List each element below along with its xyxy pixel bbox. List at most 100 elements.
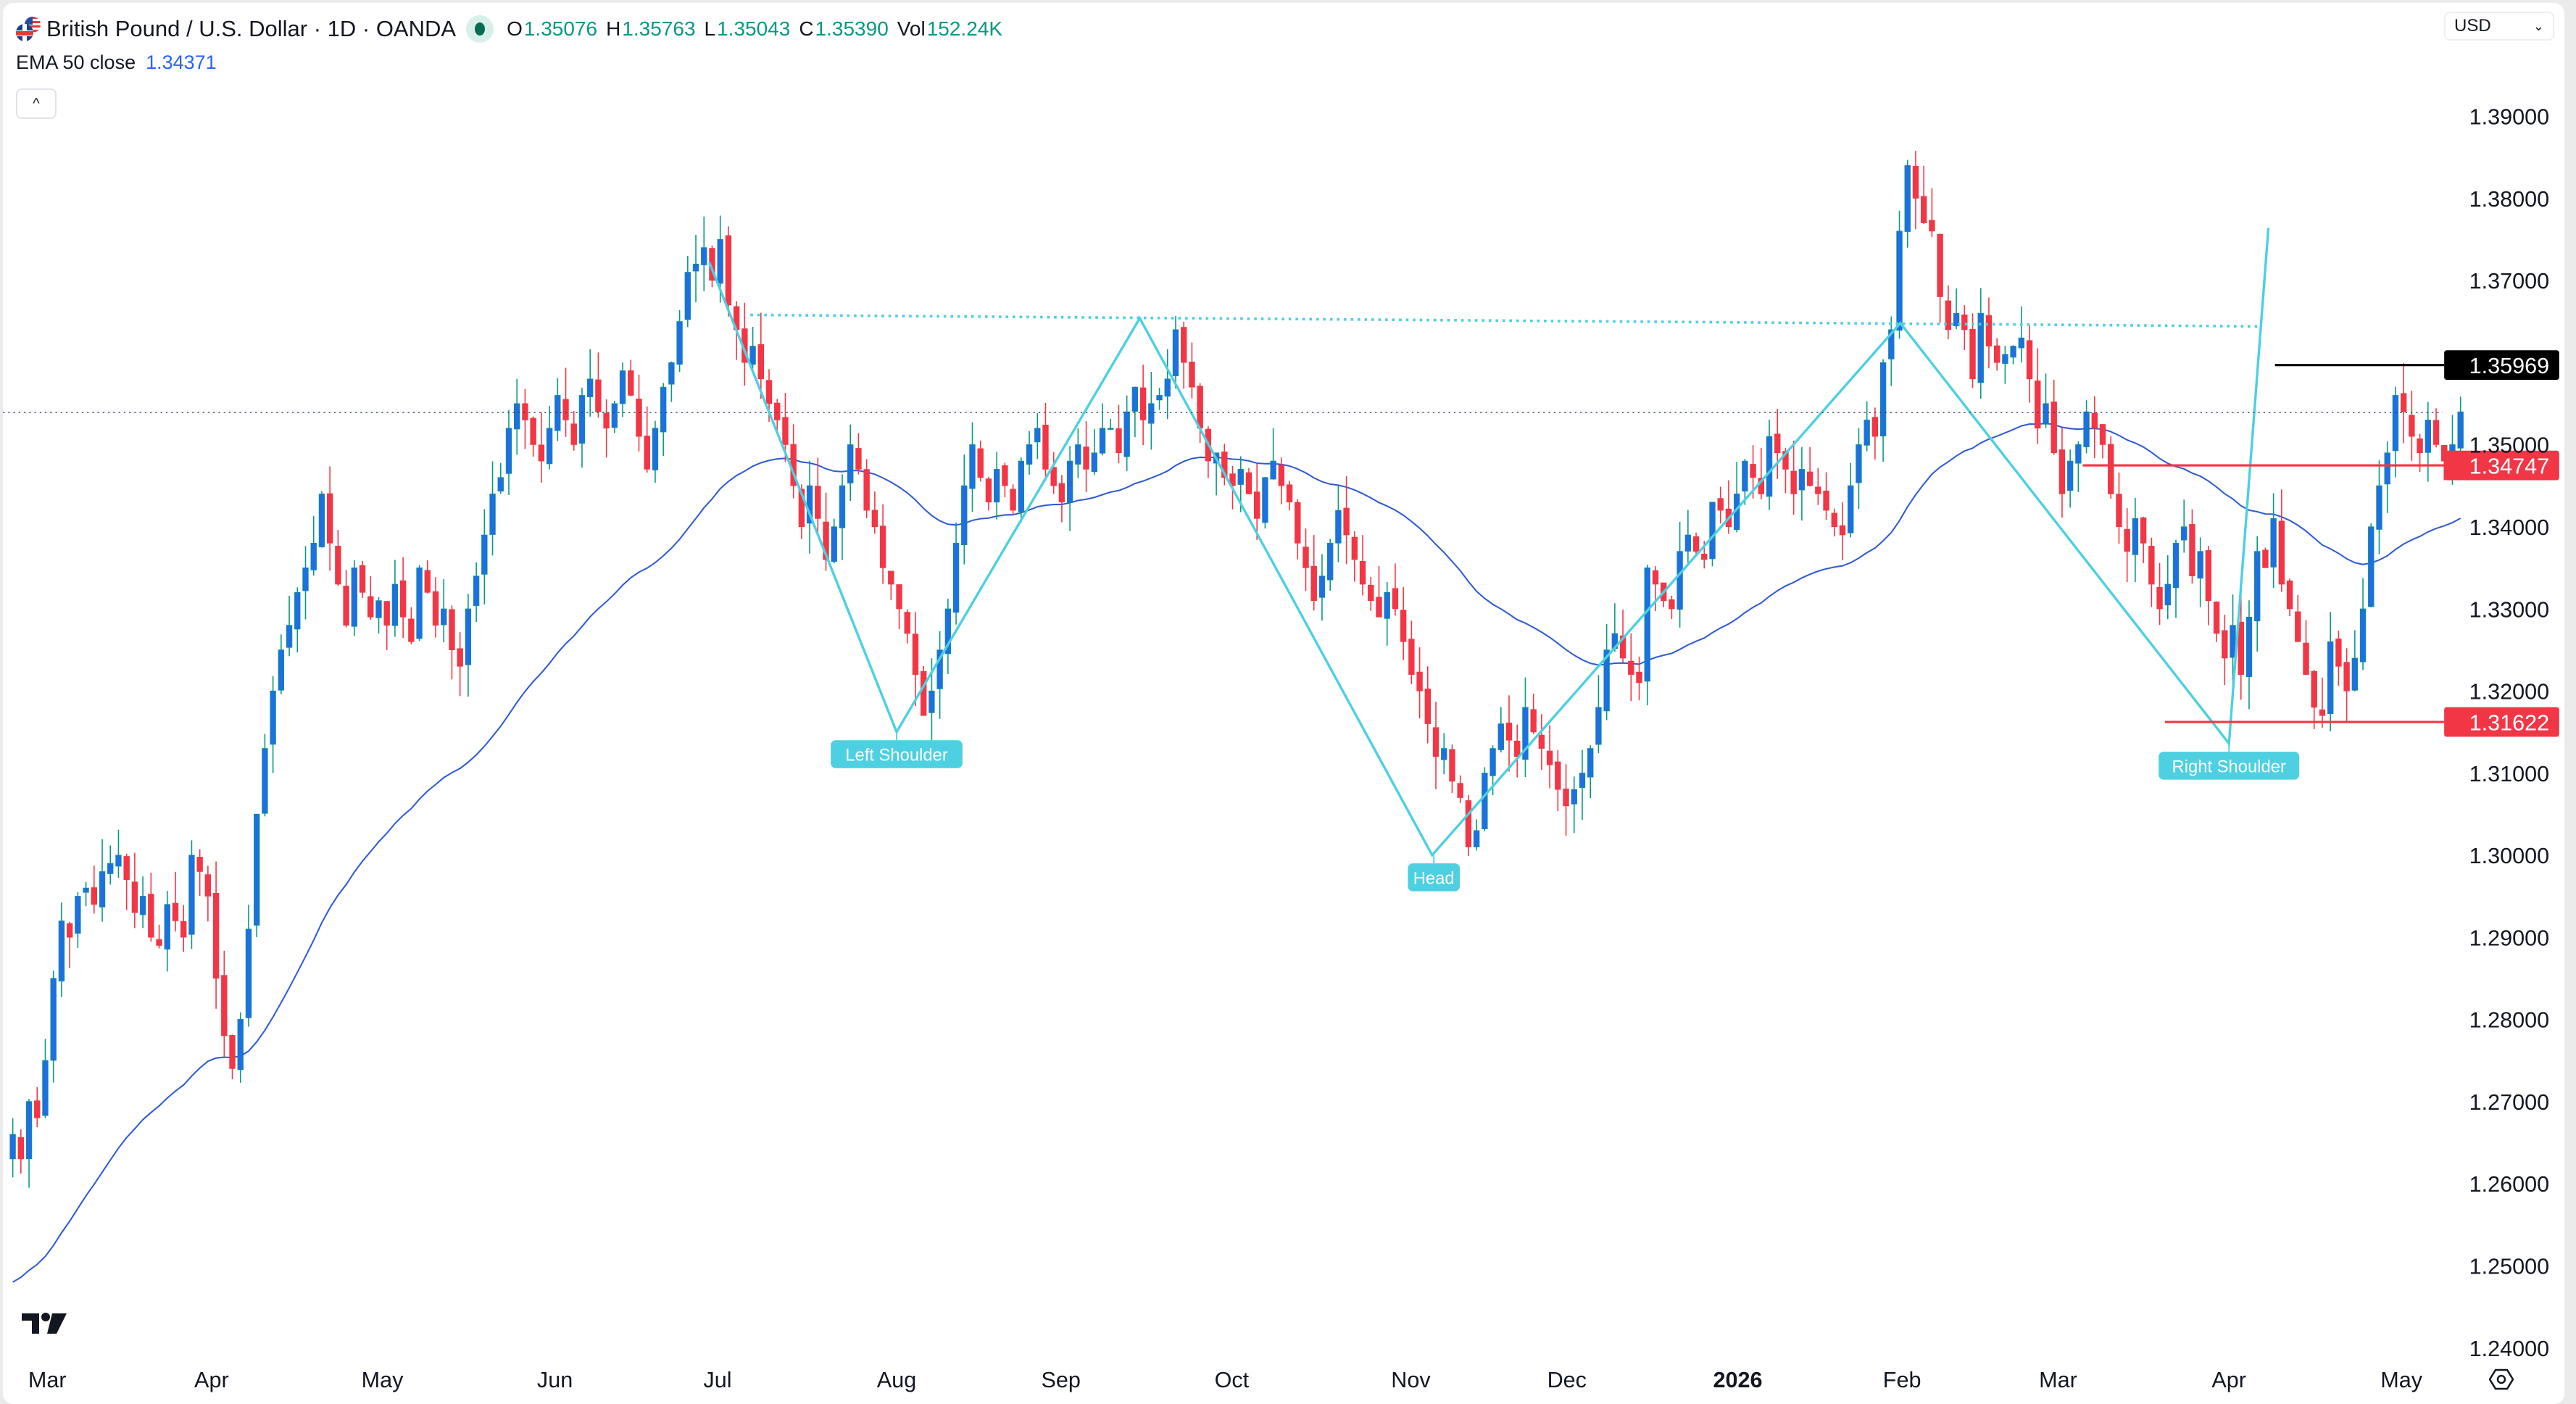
candle — [83, 881, 89, 907]
candle — [1368, 576, 1374, 611]
auto-scale-settings-icon[interactable] — [2488, 1367, 2514, 1395]
candle — [343, 570, 349, 628]
ema-line — [12, 423, 2461, 1283]
time-tick: Jun — [537, 1368, 573, 1392]
candle — [879, 504, 886, 584]
candle — [359, 560, 366, 598]
price-level-1.31622[interactable]: 1.31622 — [2164, 707, 2559, 737]
pattern-label[interactable]: Left Shoulder — [831, 731, 963, 768]
candle — [156, 924, 162, 949]
candle — [1099, 403, 1106, 456]
candle — [1392, 563, 1399, 616]
candle — [1205, 426, 1212, 478]
candle — [993, 452, 1000, 520]
candle — [660, 383, 667, 457]
candle — [1848, 462, 1854, 538]
price-axis[interactable]: 1.39000 1.38000 1.37000 1.35000 1.34000 1.330… — [2469, 105, 2550, 1361]
neckline[interactable] — [750, 313, 2262, 328]
pattern-label[interactable]: Right Shoulder — [2159, 743, 2300, 780]
candle — [1221, 444, 1228, 486]
candle — [2172, 539, 2180, 618]
price-tick: 1.24000 — [2469, 1337, 2550, 1361]
candle — [1164, 349, 1171, 420]
chevron-up-icon: ^ — [33, 95, 40, 112]
candle — [489, 461, 496, 556]
price-level-1.34747[interactable]: 1.34747 — [2082, 450, 2559, 481]
candle — [391, 560, 399, 637]
candle — [50, 971, 57, 1083]
candle — [2384, 441, 2390, 513]
candle — [229, 1034, 236, 1079]
chart-legend: British Pound / U.S. Dollar · 1D · OANDA… — [16, 13, 1011, 119]
candle — [2457, 396, 2464, 454]
tradingview-logo-icon[interactable] — [22, 1312, 67, 1339]
candle — [196, 849, 203, 897]
candle — [408, 607, 415, 644]
time-tick: Oct — [1215, 1368, 1250, 1392]
market-status-icon[interactable] — [466, 15, 494, 43]
currency-selector[interactable]: USD ⌄ — [2444, 12, 2554, 41]
candle — [2181, 499, 2187, 553]
candle — [912, 612, 919, 707]
time-tick: Apr — [2211, 1368, 2246, 1392]
candle — [586, 349, 594, 417]
candle — [253, 813, 260, 937]
candle — [1034, 412, 1041, 460]
candle — [977, 440, 984, 482]
candle — [692, 235, 699, 303]
candle — [1985, 297, 1993, 369]
candle — [1376, 565, 1382, 618]
pattern-label[interactable]: Head — [1408, 855, 1461, 892]
inverse-head-shoulders-pattern[interactable]: Left Shoulder Head Right Shoulder — [708, 228, 2300, 892]
candle — [1815, 468, 1821, 505]
candle — [725, 226, 732, 317]
candle — [636, 374, 642, 452]
price-tick: 1.25000 — [2469, 1255, 2550, 1279]
candle — [302, 546, 309, 620]
candle — [831, 518, 837, 564]
candle — [58, 902, 65, 997]
candle — [936, 631, 943, 719]
candle — [562, 367, 569, 437]
candle — [270, 676, 276, 773]
candle — [2189, 509, 2195, 584]
candle — [2303, 620, 2309, 676]
candle — [1400, 586, 1407, 660]
symbol-title[interactable]: British Pound / U.S. Dollar · 1D · OANDA — [46, 16, 457, 41]
candle — [1782, 448, 1789, 494]
candle — [1115, 404, 1122, 464]
candle — [2051, 379, 2057, 455]
candle — [91, 865, 97, 914]
candle — [2392, 386, 2399, 478]
candle — [1139, 365, 1147, 446]
ohlc-low: L1.35043 — [704, 17, 791, 40]
price-tick: 1.39000 — [2469, 105, 2550, 130]
price-level-1.35969[interactable]: 1.35969 — [2274, 350, 2559, 381]
time-axis[interactable]: Mar Apr May Jun Jul Aug Sep Oct Nov Dec 2026 Feb Mar… — [28, 1368, 2423, 1392]
candlestick-series — [9, 151, 2464, 1188]
candle — [1546, 725, 1553, 789]
candle — [676, 310, 683, 373]
candle — [2270, 493, 2277, 589]
candle — [1042, 402, 1049, 481]
candle — [2018, 306, 2025, 363]
collapse-legend-button[interactable]: ^ — [16, 88, 57, 119]
candle — [310, 515, 317, 576]
candle — [969, 422, 976, 512]
candle — [2164, 555, 2171, 620]
ohlc-open: O1.35076 — [507, 17, 598, 40]
candle — [1945, 285, 1952, 340]
candle — [42, 1039, 49, 1118]
candle — [75, 892, 81, 948]
ohlc-high: H1.35763 — [606, 17, 696, 40]
candle — [1921, 165, 1927, 225]
price-levels[interactable]: 1.35969 1.34747 1.31622 — [3, 350, 2559, 737]
candle — [383, 601, 390, 650]
candle — [221, 950, 228, 1058]
price-tick: 1.33000 — [2469, 597, 2550, 622]
indicator-row[interactable]: EMA 50 close 1.34371 — [16, 46, 1011, 78]
candle — [2002, 346, 2008, 384]
candle — [1579, 749, 1586, 820]
candle — [1335, 485, 1342, 562]
